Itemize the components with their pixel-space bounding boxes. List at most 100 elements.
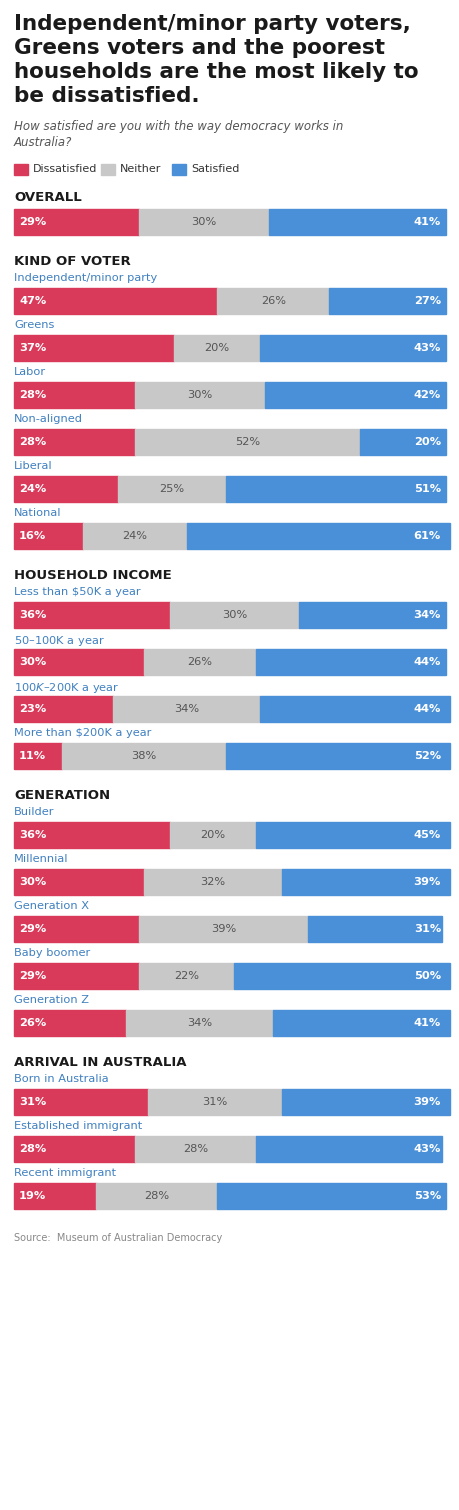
Text: 51%: 51%	[413, 485, 440, 494]
Text: $50 – $100K a year: $50 – $100K a year	[14, 634, 105, 648]
Text: 29%: 29%	[19, 924, 46, 935]
Bar	[139, 208, 269, 236]
Text: National: National	[14, 507, 62, 518]
Bar	[14, 382, 134, 408]
Bar	[134, 1136, 255, 1163]
Bar	[225, 743, 449, 769]
Text: 36%: 36%	[19, 610, 46, 621]
Text: Born in Australia: Born in Australia	[14, 1074, 108, 1084]
Text: ARRIVAL IN AUSTRALIA: ARRIVAL IN AUSTRALIA	[14, 1055, 186, 1069]
Bar	[14, 868, 143, 895]
Text: 28%: 28%	[19, 436, 46, 447]
Text: Independent/minor party voters,: Independent/minor party voters,	[14, 14, 410, 35]
Bar	[14, 1182, 96, 1210]
Text: 25%: 25%	[159, 485, 184, 494]
Text: 45%: 45%	[413, 831, 440, 840]
Bar	[113, 696, 260, 722]
Bar	[298, 602, 445, 628]
Text: Established immigrant: Established immigrant	[14, 1120, 142, 1131]
Text: 24%: 24%	[19, 485, 46, 494]
Bar	[234, 963, 449, 989]
Text: 41%: 41%	[413, 217, 440, 226]
Bar	[14, 963, 139, 989]
Bar	[14, 602, 169, 628]
Text: 43%: 43%	[413, 343, 440, 353]
Text: Labor: Labor	[14, 367, 46, 378]
Bar	[186, 522, 449, 550]
Bar	[169, 821, 255, 849]
Text: HOUSEHOLD INCOME: HOUSEHOLD INCOME	[14, 569, 171, 581]
Bar	[14, 743, 62, 769]
Bar	[307, 917, 441, 942]
Bar	[118, 476, 225, 501]
Bar	[14, 917, 139, 942]
Text: Satisfied: Satisfied	[190, 165, 239, 175]
Text: Source:  Museum of Australian Democracy: Source: Museum of Australian Democracy	[14, 1234, 222, 1243]
Text: 28%: 28%	[19, 390, 46, 400]
Text: 47%: 47%	[19, 296, 46, 307]
Text: 39%: 39%	[210, 924, 235, 935]
Bar	[62, 743, 225, 769]
Text: How satisfied are you with the way democracy works in: How satisfied are you with the way democ…	[14, 119, 342, 133]
Bar	[14, 208, 139, 236]
Text: 16%: 16%	[19, 532, 46, 541]
Text: Australia?: Australia?	[14, 136, 72, 149]
Text: Liberal: Liberal	[14, 461, 52, 471]
Text: Greens voters and the poorest: Greens voters and the poorest	[14, 38, 384, 57]
Bar	[255, 649, 445, 675]
Text: Builder: Builder	[14, 806, 54, 817]
Bar	[101, 165, 115, 175]
Text: be dissatisfied.: be dissatisfied.	[14, 86, 199, 106]
Bar	[260, 696, 449, 722]
Bar	[143, 649, 255, 675]
Bar	[225, 476, 445, 501]
Bar	[148, 1089, 281, 1114]
Text: 42%: 42%	[413, 390, 440, 400]
Text: 41%: 41%	[413, 1018, 440, 1028]
Text: Generation Z: Generation Z	[14, 995, 89, 1006]
Bar	[329, 288, 445, 314]
Text: 27%: 27%	[413, 296, 440, 307]
Bar	[14, 1136, 134, 1163]
Text: 30%: 30%	[221, 610, 246, 621]
Text: 20%: 20%	[204, 343, 229, 353]
Bar	[14, 335, 174, 361]
Text: 26%: 26%	[187, 657, 212, 667]
Text: 11%: 11%	[19, 750, 46, 761]
Bar	[269, 208, 445, 236]
Bar	[14, 821, 169, 849]
Bar	[14, 649, 143, 675]
Text: 34%: 34%	[187, 1018, 212, 1028]
Text: 34%: 34%	[174, 704, 199, 714]
Text: 30%: 30%	[187, 390, 212, 400]
Text: 52%: 52%	[413, 750, 440, 761]
Text: Independent/minor party: Independent/minor party	[14, 273, 157, 282]
Bar	[217, 1182, 445, 1210]
Text: 53%: 53%	[413, 1191, 440, 1200]
Text: 39%: 39%	[413, 1096, 440, 1107]
Text: KIND OF VOTER: KIND OF VOTER	[14, 255, 130, 267]
Text: 34%: 34%	[413, 610, 440, 621]
Bar	[139, 917, 307, 942]
Text: 24%: 24%	[122, 532, 147, 541]
Bar	[14, 429, 134, 455]
Text: 28%: 28%	[144, 1191, 169, 1200]
Bar	[14, 288, 217, 314]
Bar	[260, 335, 445, 361]
Text: Non-aligned: Non-aligned	[14, 414, 83, 424]
Bar	[139, 963, 234, 989]
Bar	[273, 1010, 449, 1036]
Text: 61%: 61%	[413, 532, 440, 541]
Bar	[83, 522, 186, 550]
Bar	[169, 602, 298, 628]
Text: 32%: 32%	[200, 877, 225, 886]
Text: 39%: 39%	[413, 877, 440, 886]
Bar	[134, 429, 359, 455]
Text: 31%: 31%	[202, 1096, 227, 1107]
Text: 28%: 28%	[19, 1145, 46, 1154]
Text: 23%: 23%	[19, 704, 46, 714]
Text: 29%: 29%	[19, 217, 46, 226]
Text: households are the most likely to: households are the most likely to	[14, 62, 418, 82]
Text: $100K – $200K a year: $100K – $200K a year	[14, 681, 119, 695]
Bar	[14, 165, 28, 175]
